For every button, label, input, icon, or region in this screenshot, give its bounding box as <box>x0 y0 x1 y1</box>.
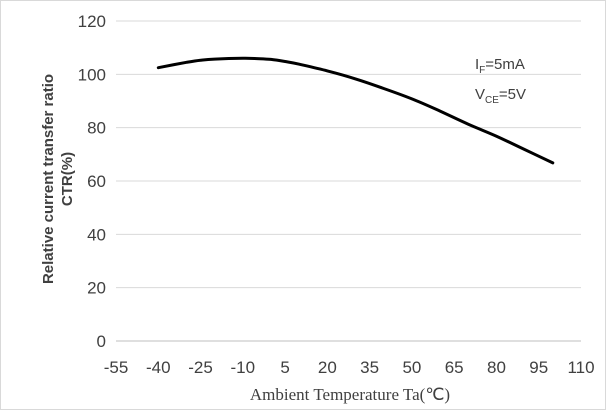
y-tick-label: 120 <box>78 12 106 31</box>
x-tick-label: -55 <box>104 358 129 377</box>
y-tick-label: 20 <box>87 279 106 298</box>
x-tick-label: 110 <box>567 358 594 377</box>
y-tick-label: 80 <box>87 119 106 138</box>
x-tick-label: 50 <box>402 358 421 377</box>
y-tick-label: 60 <box>87 172 106 191</box>
x-tick-label: 20 <box>318 358 337 377</box>
x-axis-label: Ambient Temperature Ta(℃) <box>250 385 450 404</box>
series-line-0 <box>156 56 555 165</box>
y-tick-label: 0 <box>97 332 106 351</box>
grid-lines <box>116 20 581 289</box>
tick-labels: 0 20 40 60 80 100 120 -55 -40 -25 -10 5 20 35 50 65 80 95… <box>78 12 595 377</box>
x-tick-label: 80 <box>487 358 506 377</box>
y-tick-label: 100 <box>78 65 106 84</box>
y-axis-label-line-2: CTR(%) <box>59 152 76 206</box>
x-tick-label: 35 <box>360 358 379 377</box>
x-tick-label: -25 <box>188 358 213 377</box>
x-tick-label: 95 <box>529 358 548 377</box>
annotation-vce: VCE=5V <box>475 86 526 106</box>
annotation-if: IF=5mA <box>475 56 525 76</box>
series-layer <box>156 56 555 165</box>
y-axis-label-line-1: Relative current transfer ratio <box>40 74 57 284</box>
y-tick-label: 40 <box>87 225 106 244</box>
x-tick-label: -40 <box>146 358 171 377</box>
x-tick-label: 5 <box>280 358 289 377</box>
x-tick-label: -10 <box>231 358 256 377</box>
x-tick-label: 65 <box>445 358 464 377</box>
